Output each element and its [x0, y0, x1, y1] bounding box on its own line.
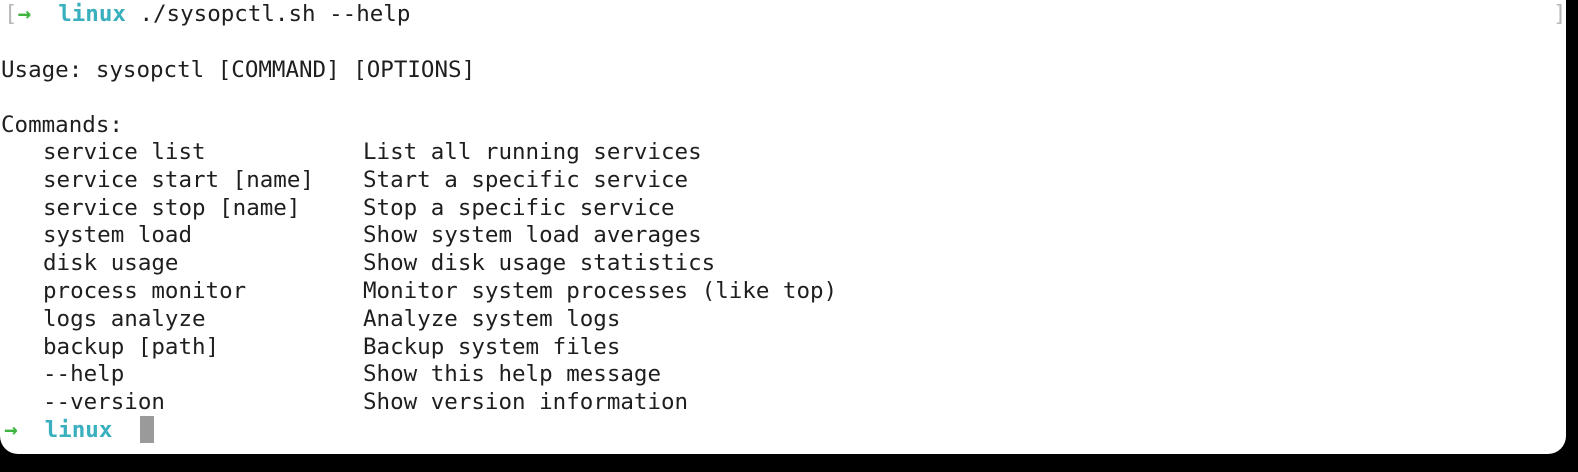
command-description: List all running services — [363, 139, 702, 165]
command-description: Show version information — [363, 389, 689, 416]
command-description: Show this help message — [363, 361, 662, 388]
usage: Usage: sysopctl [COMMAND] [OPTIONS] — [1, 57, 476, 83]
prompt-dir: linux — [58, 1, 126, 27]
command-name: service start [name] — [43, 166, 314, 193]
command-description: Stop a specific service — [363, 194, 675, 221]
command-name: disk usage — [43, 250, 179, 277]
command-line: [→ linux ./sysopctl.sh --help — [4, 0, 410, 28]
command-description: Show disk usage statistics — [363, 250, 716, 277]
command-description: Start a specific service — [363, 166, 689, 193]
bracket: ] — [1553, 1, 1567, 27]
prompt-dir: linux — [44, 417, 113, 443]
cursor — [140, 416, 154, 443]
command-description: Analyze system logs — [363, 305, 621, 332]
command-name: --version — [43, 389, 165, 416]
prompt-line: → linux — [4, 416, 112, 444]
command: ./sysopctl.sh --help — [139, 1, 411, 27]
command-name: system load — [43, 222, 193, 249]
command-name: process monitor — [43, 278, 247, 304]
prompt-symbol: → — [4, 417, 18, 443]
command-name: --help — [43, 361, 125, 388]
command-name: service stop [name] — [43, 194, 301, 221]
command-name: service list — [43, 139, 206, 165]
command-description: Show system load averages — [363, 222, 702, 249]
command-description: Monitor system processes (like top) — [363, 278, 838, 304]
bracket: [ — [4, 1, 18, 27]
prompt-symbol: → — [17, 1, 32, 27]
command-name: backup [path] — [43, 333, 220, 360]
commands-header: Commands: — [1, 112, 123, 138]
command-description: Backup system files — [363, 333, 621, 360]
terminal-window: [→ linux ./sysopctl.sh --help ] Usage: s… — [0, 0, 1567, 454]
command-name: logs analyze — [43, 305, 206, 332]
